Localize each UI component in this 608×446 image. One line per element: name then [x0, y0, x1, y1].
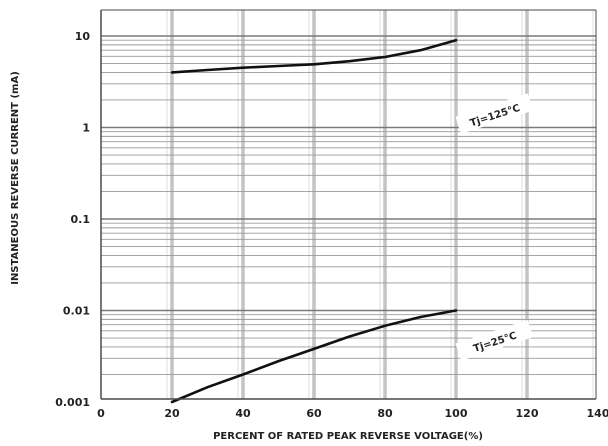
x-tick-label: 20 [164, 407, 180, 420]
axes [100, 9, 597, 400]
x-tick-label: 140 [587, 407, 608, 420]
y-tick-label: 1 [82, 122, 90, 135]
x-axis-title: PERCENT OF RATED PEAK REVERSE VOLTAGE(%) [213, 431, 483, 442]
horizontal-gridlines [101, 35, 596, 375]
vertical-gridlines [166, 10, 594, 399]
tick-labels: 0 20 40 60 80 100 120 140 0.001 0.01 0.1 1 10 [55, 30, 608, 420]
y-tick-label: 0.1 [71, 213, 91, 226]
y-axis-title: INSTANEOUS REVERSE CURRENT (mA) [10, 71, 21, 285]
x-tick-label: 80 [377, 407, 393, 420]
x-tick-label: 60 [306, 407, 322, 420]
x-tick-label: 100 [445, 407, 468, 420]
series-line [170, 309, 458, 404]
x-tick-label: 120 [516, 407, 539, 420]
y-tick-label: 0.001 [55, 396, 90, 409]
x-tick-label: 0 [97, 407, 105, 420]
annotation-background [455, 93, 534, 135]
annotations: Tj=125°CTj=25°C [455, 93, 534, 361]
series-line [170, 38, 458, 74]
curves [170, 38, 458, 404]
y-tick-label: 0.01 [63, 305, 90, 318]
y-tick-label: 10 [75, 30, 91, 43]
x-tick-label: 40 [235, 407, 251, 420]
annotation-background [455, 319, 534, 361]
